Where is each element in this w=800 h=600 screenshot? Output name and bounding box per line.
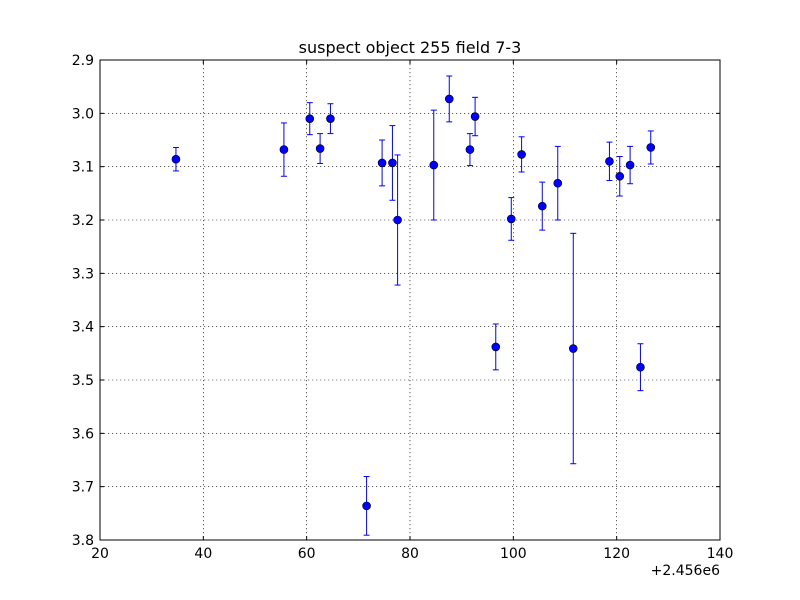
data-marker <box>615 171 625 181</box>
data-marker <box>491 342 501 352</box>
data-point <box>429 109 439 221</box>
y-tick-label: 2.9 <box>72 53 94 69</box>
x-offset-label: +2.456e6 <box>651 563 720 579</box>
data-marker <box>605 157 614 166</box>
data-marker <box>393 215 402 225</box>
axis-ticks: 20 40 60 80 100 120 140 2.9 3.0 3.1 3.2 3.3 3.4 3.5 3.… <box>72 53 734 562</box>
data-point <box>279 122 289 177</box>
y-tick-label: 3.2 <box>72 213 94 229</box>
data-marker <box>305 114 315 123</box>
data-point <box>646 130 656 165</box>
data-point <box>444 75 454 123</box>
data-point <box>568 232 578 465</box>
data-point <box>605 141 614 182</box>
data-marker <box>362 501 371 511</box>
data-marker <box>553 178 563 188</box>
data-marker <box>625 160 635 170</box>
data-point <box>393 154 402 286</box>
x-tick-label: 140 <box>707 546 734 562</box>
data-marker <box>171 154 181 164</box>
data-marker <box>517 150 526 159</box>
y-tick-label: 3.3 <box>72 266 94 282</box>
y-tick-label: 3.1 <box>72 160 94 176</box>
data-point <box>537 181 547 231</box>
data-marker <box>326 114 335 123</box>
y-tick-label: 3.0 <box>72 106 94 122</box>
data-marker <box>315 144 325 153</box>
data-point <box>305 102 315 136</box>
data-marker <box>279 145 289 154</box>
data-marker <box>537 201 547 211</box>
data-marker <box>377 158 387 168</box>
y-tick-label: 3.4 <box>72 320 94 336</box>
data-point <box>625 145 635 185</box>
data-point <box>517 136 526 173</box>
y-tick-label: 3.5 <box>72 373 94 389</box>
grid-lines <box>100 60 720 540</box>
data-marker <box>470 112 480 121</box>
plot-area <box>99 59 721 541</box>
data-marker <box>444 94 454 104</box>
data-marker <box>646 143 656 152</box>
chart-title: suspect object 255 field 7-3 <box>299 38 522 57</box>
data-point <box>491 323 501 371</box>
data-marker <box>429 160 439 170</box>
y-tick-label: 3.7 <box>72 480 94 496</box>
x-tick-label: 40 <box>194 546 212 562</box>
data-marker <box>568 344 578 353</box>
data-point <box>553 145 563 221</box>
y-tick-label: 3.8 <box>72 533 94 549</box>
x-tick-label: 60 <box>298 546 316 562</box>
data-point <box>171 146 181 172</box>
data-marker <box>506 214 516 224</box>
data-point <box>615 156 625 197</box>
data-point <box>388 125 397 201</box>
data-point <box>636 343 645 392</box>
data-point <box>506 197 516 241</box>
data-point <box>326 103 335 135</box>
data-point <box>470 96 480 137</box>
data-point <box>362 476 371 536</box>
data-marker <box>465 145 475 154</box>
data-point <box>377 139 387 187</box>
data-point <box>315 133 325 164</box>
data-point <box>465 133 475 167</box>
x-tick-label: 120 <box>603 546 630 562</box>
x-tick-label: 100 <box>500 546 527 562</box>
y-tick-label: 3.6 <box>72 426 94 442</box>
x-tick-label: 80 <box>401 546 419 562</box>
data-points <box>171 75 656 536</box>
data-marker <box>636 362 645 372</box>
x-tick-label: 20 <box>91 546 109 562</box>
data-marker <box>388 158 397 168</box>
